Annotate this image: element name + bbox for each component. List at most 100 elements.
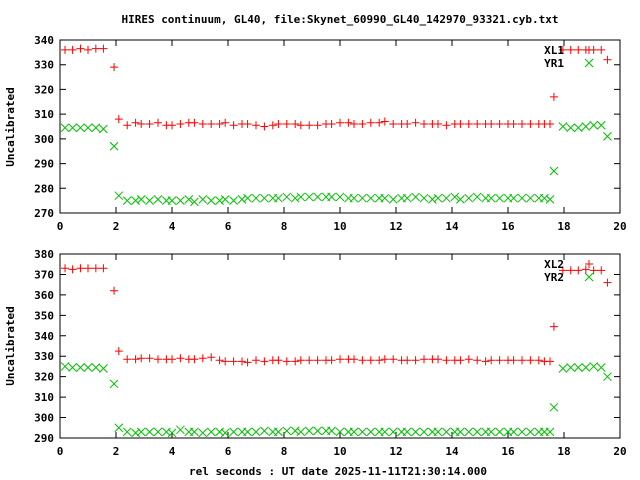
data-point <box>68 363 77 372</box>
data-point <box>526 356 535 365</box>
data-point <box>450 192 460 202</box>
x-tick-label: 16 <box>501 220 515 233</box>
data-point <box>420 355 428 364</box>
plot-panel-2: 290 300 310 320 330 340 350 360 370 380 0 2 4 6 8 10 12 1… <box>34 248 627 458</box>
data-point <box>366 193 376 203</box>
data-point <box>509 356 518 365</box>
y-tick-label: 340 <box>34 330 54 343</box>
data-point <box>388 195 398 204</box>
data-point <box>238 357 246 366</box>
data-point <box>358 427 367 437</box>
data-point <box>190 355 199 364</box>
data-point <box>358 120 367 129</box>
data-point <box>243 193 252 203</box>
data-point <box>251 427 261 437</box>
data-point <box>274 120 283 129</box>
data-point <box>597 45 606 54</box>
x-tick-label: 2 <box>113 220 120 233</box>
data-point <box>99 264 108 273</box>
x-tick-label: 18 <box>557 445 570 458</box>
legend-marker <box>585 260 593 268</box>
data-point <box>581 122 591 131</box>
x-tick-label: 8 <box>281 445 288 458</box>
data-point <box>304 192 314 202</box>
legend-marker <box>585 46 593 54</box>
data-point <box>154 118 162 127</box>
data-point <box>237 195 247 204</box>
data-point <box>260 426 269 436</box>
data-point <box>517 427 527 437</box>
data-point <box>168 355 176 364</box>
data-point <box>176 354 185 363</box>
data-point <box>99 364 108 373</box>
data-point <box>549 322 558 331</box>
data-point <box>76 44 85 53</box>
x-tick-label: 20 <box>613 445 626 458</box>
data-point <box>190 427 199 437</box>
x-tick-label: 8 <box>281 220 288 233</box>
data-point <box>229 427 238 437</box>
y-tick-label: 340 <box>34 34 54 47</box>
x-tick-label: 0 <box>57 220 64 233</box>
x-tick-label: 12 <box>389 445 402 458</box>
data-point <box>456 195 465 204</box>
data-point <box>375 356 384 365</box>
data-point <box>136 427 146 437</box>
data-point <box>327 120 336 129</box>
data-point <box>566 266 575 275</box>
data-point <box>252 121 260 130</box>
data-point <box>366 356 375 365</box>
data-point <box>296 427 306 437</box>
data-point <box>546 357 554 366</box>
data-point <box>573 123 583 133</box>
data-point <box>176 425 185 435</box>
data-point <box>145 427 154 437</box>
data-point <box>167 428 177 438</box>
data-point <box>419 193 429 203</box>
data-point <box>350 355 358 364</box>
data-point <box>402 427 412 437</box>
plot-frame <box>59 253 621 439</box>
data-point <box>99 44 108 53</box>
x-tick-label: 0 <box>57 445 64 458</box>
data-point <box>473 356 482 365</box>
data-point <box>344 118 353 127</box>
data-point <box>335 192 345 202</box>
data-point <box>464 193 474 203</box>
data-point <box>198 428 208 438</box>
data-point <box>274 193 283 203</box>
data-point <box>380 193 390 203</box>
y-axis-label-top: Uncalibrated <box>4 87 17 166</box>
data-point <box>603 372 612 382</box>
data-point <box>487 356 496 365</box>
data-point <box>327 356 336 365</box>
x-tick-label: 14 <box>445 220 459 233</box>
data-point <box>109 379 119 389</box>
data-point <box>305 356 314 365</box>
data-point <box>534 356 543 365</box>
data-point <box>388 427 398 437</box>
data-point <box>403 356 412 365</box>
data-point <box>198 120 207 129</box>
data-point <box>176 120 185 129</box>
y-tick-label: 320 <box>34 371 54 384</box>
data-point <box>313 121 322 130</box>
x-tick-label: 6 <box>225 220 232 233</box>
data-point <box>486 193 496 203</box>
data-point <box>419 427 429 437</box>
data-point <box>403 120 412 129</box>
data-point <box>68 265 77 274</box>
data-point <box>304 426 314 436</box>
data-point <box>260 193 269 203</box>
data-point <box>296 121 305 130</box>
data-point <box>442 427 451 437</box>
data-point <box>464 355 473 364</box>
data-point <box>290 426 300 436</box>
data-point <box>251 193 261 203</box>
data-point <box>131 355 140 364</box>
x-tick-label: 2 <box>113 445 120 458</box>
data-point <box>114 347 123 356</box>
x-tick-label: 20 <box>613 220 626 233</box>
y-tick-label: 270 <box>34 207 54 220</box>
data-point <box>574 45 583 54</box>
